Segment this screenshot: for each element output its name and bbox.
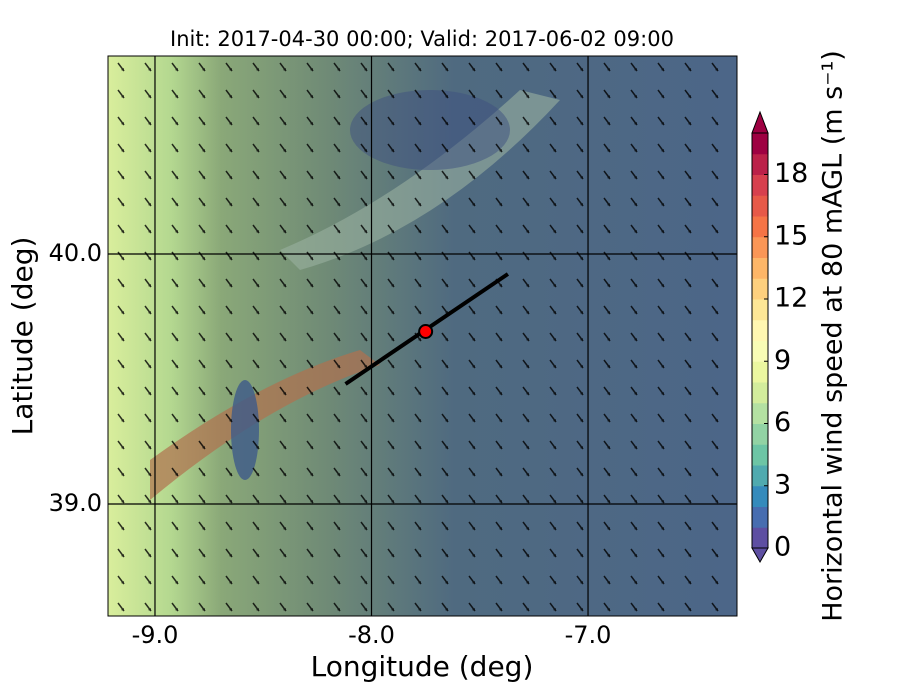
colorbar-band [752,319,768,341]
colorbar-band [752,133,768,155]
colorbar-tick-label: 15 [774,220,808,251]
colorbar-band [752,174,768,196]
colorbar-band [752,257,768,279]
plot-frame [107,55,738,617]
x-axis-label: Longitude (deg) [311,650,534,683]
colorbar-band [752,278,768,300]
colorbar-extend-top [751,110,769,134]
colorbar-band [752,402,768,424]
colorbar-band [752,485,768,507]
colorbar-band [752,236,768,258]
colorbar-band [752,423,768,445]
x-tick-label: -8.0 [348,621,395,649]
chart-title: Init: 2017-04-30 00:00; Valid: 2017-06-0… [170,27,674,51]
colorbar-band [752,527,768,549]
colorbar-band [752,465,768,487]
site-marker [418,324,434,339]
colorbar-band [752,195,768,217]
colorbar-tick-label: 6 [774,407,791,438]
colorbar-band [752,361,768,383]
y-axis-label: Latitude (deg) [6,237,39,436]
colorbar-tick-label: 9 [774,345,791,376]
colorbar-label: Horizontal wind speed at 80 mAGL (m s⁻¹) [818,50,849,622]
colorbar-band [752,153,768,175]
colorbar-extend-bottom [751,547,769,564]
colorbar-band [752,340,768,362]
colorbar-band [752,299,768,321]
y-tick-label: 40.0 [49,239,102,267]
colorbar-band [752,382,768,404]
colorbar-tick-label: 18 [774,158,808,189]
colorbar-frame [751,132,769,549]
colorbar-tick-label: 0 [774,532,791,563]
x-tick-label: -7.0 [565,621,612,649]
colorbar-band [752,506,768,528]
colorbar-band [752,216,768,238]
colorbar-band [752,444,768,466]
x-tick-label: -9.0 [132,621,179,649]
colorbar-tick-label: 12 [774,283,808,314]
colorbar-tick-label: 3 [774,469,791,500]
y-tick-label: 39.0 [49,489,102,517]
